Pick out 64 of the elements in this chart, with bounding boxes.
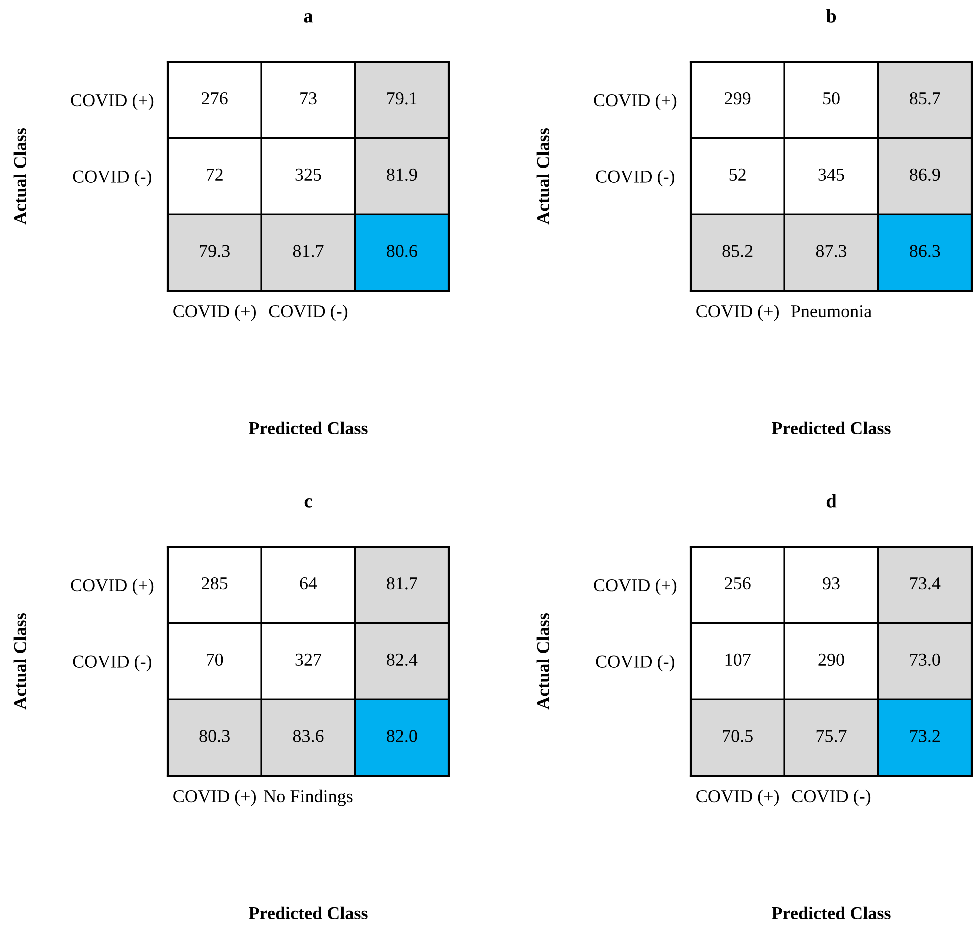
data-label: 327 xyxy=(296,654,322,666)
y-tick-label: COVID (-) xyxy=(596,655,675,672)
data-label: 299 xyxy=(725,92,751,105)
x-tick-label: COVID (+) xyxy=(696,304,779,322)
x-axis-title: Predicted Class xyxy=(772,906,891,920)
y-axis-title: Actual Class xyxy=(536,614,550,710)
y-tick-label: COVID (-) xyxy=(73,655,152,672)
y-tick-label: COVID (-) xyxy=(73,170,152,187)
data-label: 52 xyxy=(730,168,746,182)
data-label: 73.4 xyxy=(910,578,941,590)
chart-title: d xyxy=(826,494,837,508)
x-axis-title: Predicted Class xyxy=(772,422,891,435)
data-label: 80.6 xyxy=(387,245,418,258)
x-tick-label: COVID (-) xyxy=(269,304,348,322)
data-label: 82.4 xyxy=(387,654,418,666)
data-label: 86.9 xyxy=(910,168,940,182)
data-label: 73 xyxy=(300,92,317,105)
data-label: 87.3 xyxy=(816,245,847,258)
data-label: 81.9 xyxy=(387,168,418,182)
data-label: 50 xyxy=(824,92,840,105)
x-tick-label: COVID (-) xyxy=(792,790,871,806)
data-label: 73.0 xyxy=(910,654,940,666)
x-tick-label: COVID (+) xyxy=(696,790,779,806)
x-axis-title: Predicted Class xyxy=(249,422,368,435)
data-label: 285 xyxy=(202,578,228,590)
data-label: 85.2 xyxy=(722,245,753,258)
y-axis-title: Actual Class xyxy=(14,614,27,710)
data-label: 70.5 xyxy=(723,730,753,742)
data-label: 81.7 xyxy=(293,245,324,258)
data-label: 72 xyxy=(206,168,223,181)
data-label: 70 xyxy=(206,654,224,666)
chart-title: b xyxy=(826,9,836,23)
x-tick-label: Pneumonia xyxy=(791,305,872,318)
data-label: 107 xyxy=(726,654,751,666)
data-label: 276 xyxy=(202,92,228,105)
y-axis-title: Actual Class xyxy=(536,128,550,225)
data-label: 93 xyxy=(823,578,840,590)
data-label: 290 xyxy=(818,654,844,666)
chart-title: c xyxy=(304,498,312,508)
data-label: 85.7 xyxy=(910,92,940,105)
x-tick-label: No Findings xyxy=(264,790,353,806)
data-label: 81.7 xyxy=(387,578,418,590)
data-label: 325 xyxy=(296,168,322,182)
y-tick-label: COVID (-) xyxy=(596,170,675,187)
data-label: 82.0 xyxy=(387,730,418,742)
y-tick-label: COVID (+) xyxy=(71,94,154,110)
data-label: 83.6 xyxy=(293,730,324,742)
y-tick-label: COVID (+) xyxy=(71,578,154,596)
y-tick-label: COVID (+) xyxy=(594,578,677,596)
data-label: 64 xyxy=(300,578,318,590)
x-tick-label: COVID (+) xyxy=(174,790,256,806)
data-label: 79.3 xyxy=(200,245,230,258)
y-axis-title: Actual Class xyxy=(14,128,27,225)
data-label: 73.2 xyxy=(910,730,940,742)
data-label: 256 xyxy=(725,578,751,590)
data-label: 79.1 xyxy=(388,92,417,105)
data-label: 345 xyxy=(818,168,844,182)
data-label: 86.3 xyxy=(910,245,940,258)
chart-title: a xyxy=(304,14,314,23)
y-tick-label: COVID (+) xyxy=(594,94,677,110)
data-label: 75.7 xyxy=(816,730,847,742)
data-label: 80.3 xyxy=(200,730,230,742)
x-axis-title: Predicted Class xyxy=(249,906,368,920)
x-tick-label: COVID (+) xyxy=(174,304,256,322)
